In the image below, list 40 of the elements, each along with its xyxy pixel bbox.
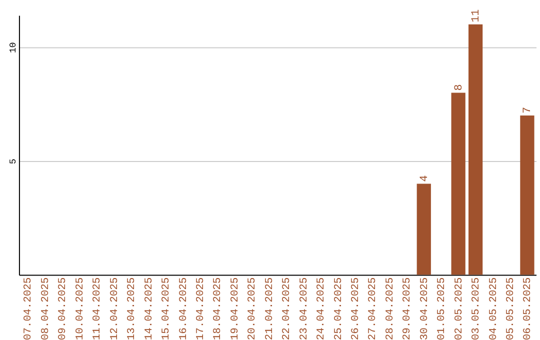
x-tick-label: 15.04.2025 — [160, 277, 173, 340]
bar — [451, 92, 466, 275]
data-label: 4 — [418, 174, 431, 182]
data-label: 8 — [453, 84, 466, 91]
x-tick-label: 04.05.2025 — [488, 277, 500, 340]
bar — [416, 184, 431, 275]
bar — [520, 115, 534, 275]
x-tick-label: 23.04.2025 — [298, 277, 310, 340]
x-tick-label: 03.05.2025 — [470, 277, 483, 340]
x-tick-label: 16.04.2025 — [178, 277, 190, 340]
x-tick-label: 17.04.2025 — [194, 277, 207, 340]
x-tick-label: 01.05.2025 — [436, 277, 448, 340]
x-tick-label: 19.04.2025 — [229, 277, 242, 340]
x-tick-label: 24.04.2025 — [316, 277, 328, 340]
x-tick-label: 20.04.2025 — [246, 277, 259, 340]
x-tick-label: 05.05.2025 — [504, 277, 517, 340]
x-tick-label: 13.04.2025 — [126, 277, 138, 340]
x-tick-label: 14.04.2025 — [143, 277, 156, 340]
y-tick-label: 10 — [8, 42, 18, 54]
x-tick-label: 21.04.2025 — [264, 277, 276, 340]
x-tick-label: 10.04.2025 — [74, 277, 86, 340]
x-tick-label: 29.04.2025 — [402, 277, 414, 340]
x-tick-label: 12.04.2025 — [108, 277, 121, 340]
x-tick-label: 08.04.2025 — [40, 277, 52, 340]
x-tick-label: 30.04.2025 — [418, 277, 431, 340]
data-label: 7 — [522, 106, 534, 114]
x-tick-label: 06.05.2025 — [522, 277, 534, 340]
data-label: 11 — [470, 8, 483, 22]
x-tick-label: 25.04.2025 — [332, 277, 345, 340]
x-tick-label: 28.04.2025 — [384, 277, 396, 340]
x-tick-label: 26.04.2025 — [350, 277, 362, 340]
x-tick-label: 02.05.2025 — [453, 277, 466, 340]
x-tick-label: 11.04.2025 — [92, 277, 104, 340]
x-tick-label: 09.04.2025 — [57, 277, 70, 340]
x-tick-label: 22.04.2025 — [281, 277, 294, 340]
x-tick-label: 18.04.2025 — [212, 277, 224, 340]
x-tick-label: 07.04.2025 — [22, 277, 35, 340]
x-tick-label: 27.04.2025 — [367, 277, 380, 340]
y-tick-label: 5 — [8, 158, 18, 164]
bar — [468, 24, 483, 275]
